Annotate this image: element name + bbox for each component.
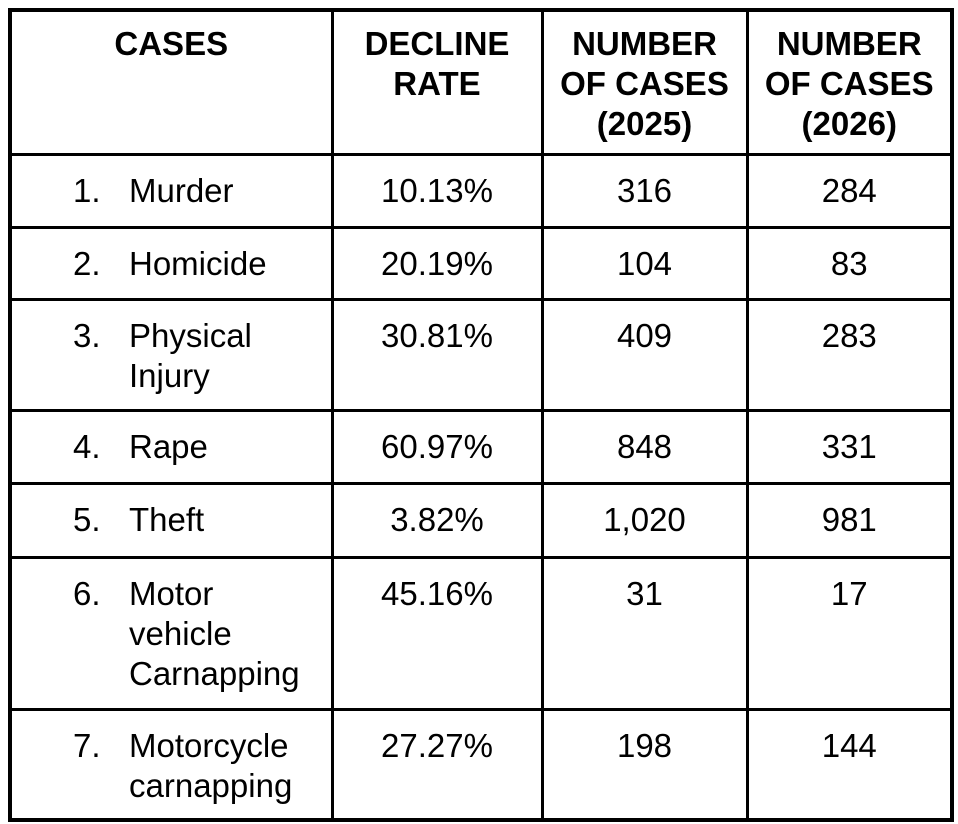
table-header: CASES DECLINE RATE NUMBER OF CASES (2025… [8,8,954,156]
crime-statistics-table: CASES DECLINE RATE NUMBER OF CASES (2025… [8,8,954,822]
case-wrap: 7. Motorcycle carnapping [13,712,329,817]
cases-2025-cell: 31 [540,555,749,711]
case-number: 1. [73,171,101,209]
case-name: Homicide [129,244,267,282]
cases-2026-cell: 981 [745,481,954,559]
header-cases: CASES [8,8,334,156]
cases-2025-cell: 316 [540,152,749,229]
table-row: 3. Physical Injury 30.81% 409 283 [8,297,954,412]
case-name: Motorcycle carnapping [129,726,293,804]
cases-2026-cell: 17 [745,555,954,711]
cases-2025-cell: 1,020 [540,481,749,559]
cases-2026-cell: 144 [745,707,954,822]
case-cell: 7. Motorcycle carnapping [8,707,334,822]
case-name: Rape [129,427,208,465]
table-row: 4. Rape 60.97% 848 331 [8,408,954,485]
case-name: Theft [129,500,205,538]
case-name: Motor vehicle Carnapping [129,574,300,692]
table-body: 1. Murder 10.13% 316 284 2. Homicide 20.… [8,152,954,822]
case-cell: 6. Motor vehicle Carnapping [8,555,334,711]
cases-2026-cell: 83 [745,225,954,301]
case-cell: 2. Homicide [8,225,334,301]
case-number: 5. [73,500,101,538]
decline-rate-cell: 3.82% [330,481,544,559]
header-cases-2026: NUMBER OF CASES (2026) [745,8,954,156]
case-wrap: 2. Homicide [13,230,329,296]
table-row: 1. Murder 10.13% 316 284 [8,152,954,229]
cases-2025-cell: 409 [540,297,749,412]
cases-2026-cell: 283 [745,297,954,412]
header-cases-2025: NUMBER OF CASES (2025) [540,8,749,156]
table-row: 2. Homicide 20.19% 104 83 [8,225,954,301]
case-cell: 5. Theft [8,481,334,559]
cases-2025-cell: 848 [540,408,749,485]
case-number: 2. [73,244,101,282]
decline-rate-cell: 45.16% [330,555,544,711]
cases-2026-cell: 284 [745,152,954,229]
decline-rate-cell: 20.19% [330,225,544,301]
cases-2026-cell: 331 [745,408,954,485]
table-row: 6. Motor vehicle Carnapping 45.16% 31 17 [8,555,954,711]
case-wrap: 3. Physical Injury [13,302,329,407]
decline-rate-cell: 27.27% [330,707,544,822]
case-wrap: 1. Murder [13,157,329,223]
case-cell: 4. Rape [8,408,334,485]
case-number: 6. [73,574,101,612]
case-number: 3. [73,316,101,354]
decline-rate-cell: 30.81% [330,297,544,412]
decline-rate-cell: 10.13% [330,152,544,229]
case-name: Physical Injury [129,316,252,394]
decline-rate-cell: 60.97% [330,408,544,485]
case-cell: 1. Murder [8,152,334,229]
header-row: CASES DECLINE RATE NUMBER OF CASES (2025… [8,8,954,156]
cases-2025-cell: 198 [540,707,749,822]
case-name: Murder [129,171,234,209]
table-row: 7. Motorcycle carnapping 27.27% 198 144 [8,707,954,822]
header-decline-rate: DECLINE RATE [330,8,544,156]
case-number: 4. [73,427,101,465]
table-row: 5. Theft 3.82% 1,020 981 [8,481,954,559]
case-wrap: 6. Motor vehicle Carnapping [13,560,329,706]
case-cell: 3. Physical Injury [8,297,334,412]
case-wrap: 5. Theft [13,486,329,552]
case-wrap: 4. Rape [13,413,329,479]
cases-2025-cell: 104 [540,225,749,301]
case-number: 7. [73,726,101,764]
